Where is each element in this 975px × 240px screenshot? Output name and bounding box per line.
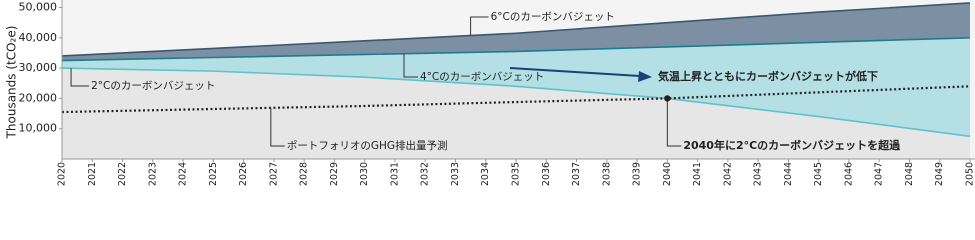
x-tick-label: 2049 (934, 162, 945, 186)
y-tick-label: 50,000 (19, 1, 58, 14)
x-tick-label: 2047 (874, 162, 885, 186)
annotation: 気温上昇とともにカーボンバジェットが低下 (658, 69, 878, 83)
crossing-point (664, 95, 671, 102)
y-tick-label: 40,000 (19, 31, 58, 44)
x-tick-label: 2030 (359, 162, 370, 186)
y-axis-label: Thousands (tCO₂e) (5, 26, 19, 140)
x-tick-label: 2036 (541, 162, 552, 186)
x-tick-label: 2044 (783, 162, 794, 186)
area (62, 68, 970, 159)
x-tick-label: 2035 (511, 162, 522, 186)
x-tick-label: 2038 (601, 162, 612, 186)
x-tick-label: 2021 (87, 162, 98, 186)
x-tick-label: 2040 (662, 162, 673, 186)
x-tick-label: 2023 (147, 162, 158, 186)
x-tick-label: 2034 (480, 162, 491, 186)
x-tick-label: 2037 (571, 162, 582, 186)
y-tick-label: 10,000 (19, 122, 58, 135)
x-tick-label: 2025 (208, 162, 219, 186)
leader-line (403, 53, 419, 78)
x-tick-label: 2032 (420, 162, 431, 186)
x-tick-label: 2039 (632, 162, 643, 186)
x-tick-label: 2041 (692, 162, 703, 186)
x-tick-label: 2020 (57, 162, 68, 186)
arrow (509, 67, 641, 77)
x-tick-label: 2031 (389, 162, 400, 186)
leader-line (666, 98, 682, 147)
x-tick-label: 2022 (117, 162, 128, 186)
x-tick-label: 2028 (299, 162, 310, 186)
x-tick-label: 2046 (843, 162, 854, 186)
leader-line (70, 68, 90, 87)
line (61, 2, 971, 57)
series-label: 4°Cのカーボンバジェット (420, 71, 544, 83)
leader-line (470, 16, 489, 36)
y-tick-label: 30,000 (19, 61, 58, 74)
line (61, 37, 971, 62)
x-tick-label: 2027 (268, 162, 279, 186)
annotation: 2040年に2°Cのカーボンバジェットを超過 (683, 138, 901, 152)
x-tick-label: 2043 (753, 162, 764, 186)
x-tick-label: 2050 (965, 162, 975, 186)
line (61, 85, 971, 114)
series-label: ポートフォリオのGHG排出量予測 (287, 139, 448, 152)
series-label: 2°Cのカーボンバジェット (91, 80, 215, 92)
x-tick-label: 2024 (178, 162, 189, 186)
leader-line (270, 107, 285, 147)
x-tick-label: 2026 (238, 162, 249, 186)
line (61, 67, 971, 138)
x-tick-label: 2045 (813, 162, 824, 186)
x-tick-label: 2029 (329, 162, 340, 186)
series-label: 6°Cのカーボンバジェット (491, 11, 615, 23)
x-tick-label: 2048 (904, 162, 915, 186)
arrow-head (638, 71, 652, 82)
y-tick-label: 20,000 (19, 91, 58, 104)
chart: Thousands (tCO₂e) 10,000 20,000 30,000 40,0… (5, 0, 975, 186)
x-tick-label: 2042 (722, 162, 733, 186)
x-tick-label: 2033 (450, 162, 461, 186)
